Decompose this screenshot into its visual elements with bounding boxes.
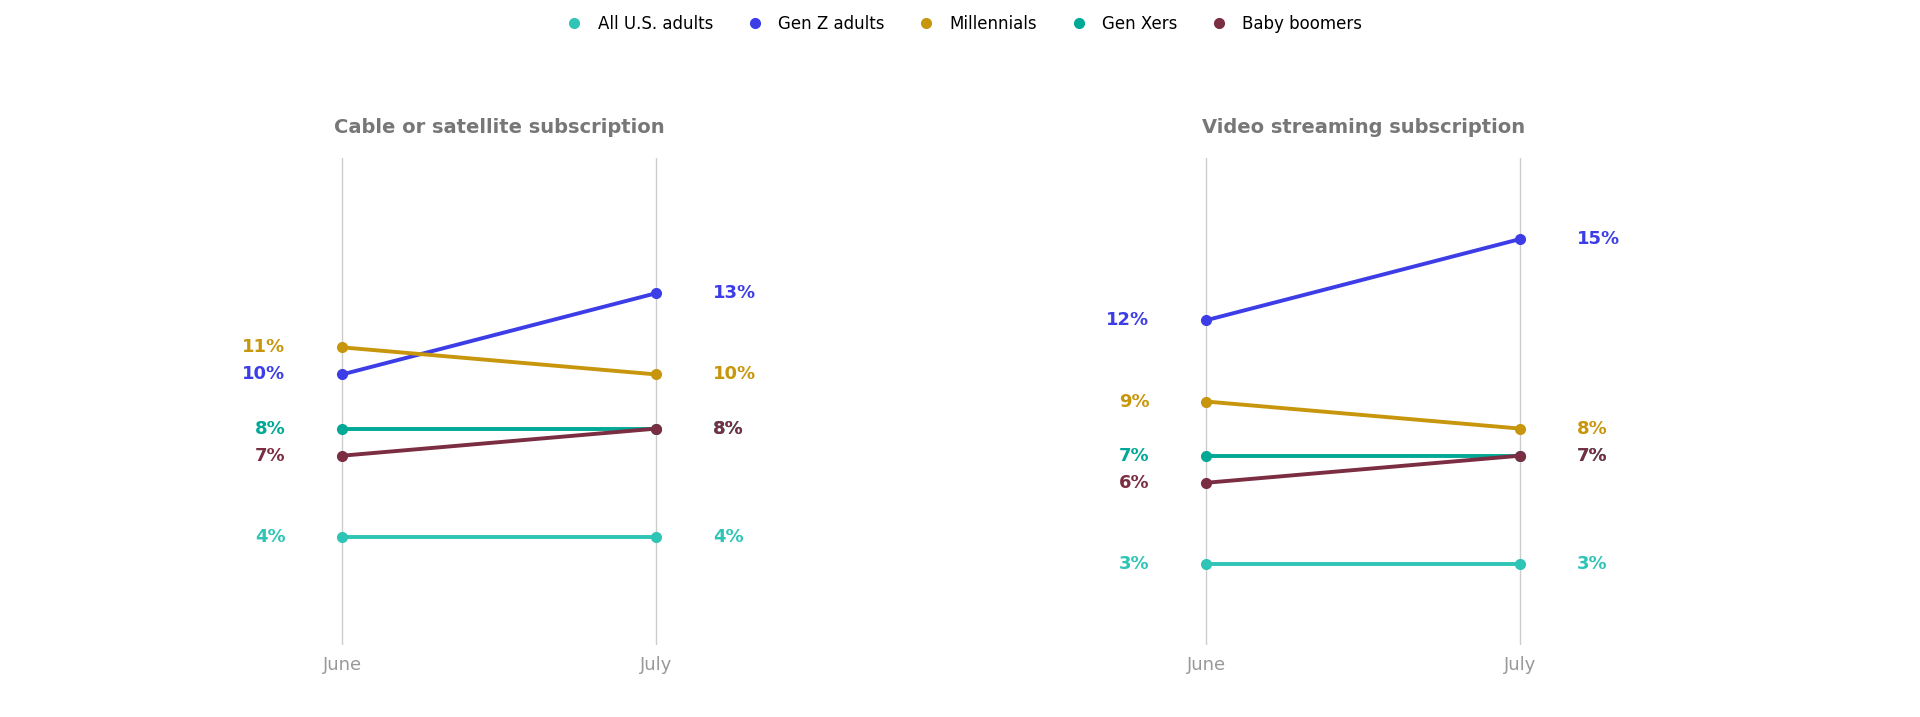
Text: 7%: 7% (1576, 447, 1607, 465)
Text: 10%: 10% (712, 366, 756, 384)
Text: 8%: 8% (712, 419, 743, 437)
Text: 3%: 3% (1119, 555, 1150, 573)
Text: 3%: 3% (1576, 555, 1607, 573)
Text: 15%: 15% (1576, 230, 1620, 248)
Title: Video streaming subscription: Video streaming subscription (1202, 118, 1524, 137)
Text: 4%: 4% (712, 528, 743, 546)
Text: 7%: 7% (1119, 447, 1150, 465)
Text: 12%: 12% (1106, 311, 1150, 329)
Title: Cable or satellite subscription: Cable or satellite subscription (334, 118, 664, 137)
Text: 7%: 7% (1576, 447, 1607, 465)
Text: 11%: 11% (242, 338, 286, 356)
Text: 8%: 8% (255, 419, 286, 437)
Text: 8%: 8% (1576, 419, 1607, 437)
Text: 7%: 7% (255, 447, 286, 465)
Text: 4%: 4% (255, 528, 286, 546)
Text: 8%: 8% (712, 419, 743, 437)
Text: 13%: 13% (712, 284, 756, 302)
Text: 10%: 10% (242, 366, 286, 384)
Text: 6%: 6% (1119, 474, 1150, 492)
Legend: All U.S. adults, Gen Z adults, Millennials, Gen Xers, Baby boomers: All U.S. adults, Gen Z adults, Millennia… (551, 9, 1369, 39)
Text: 9%: 9% (1119, 392, 1150, 411)
